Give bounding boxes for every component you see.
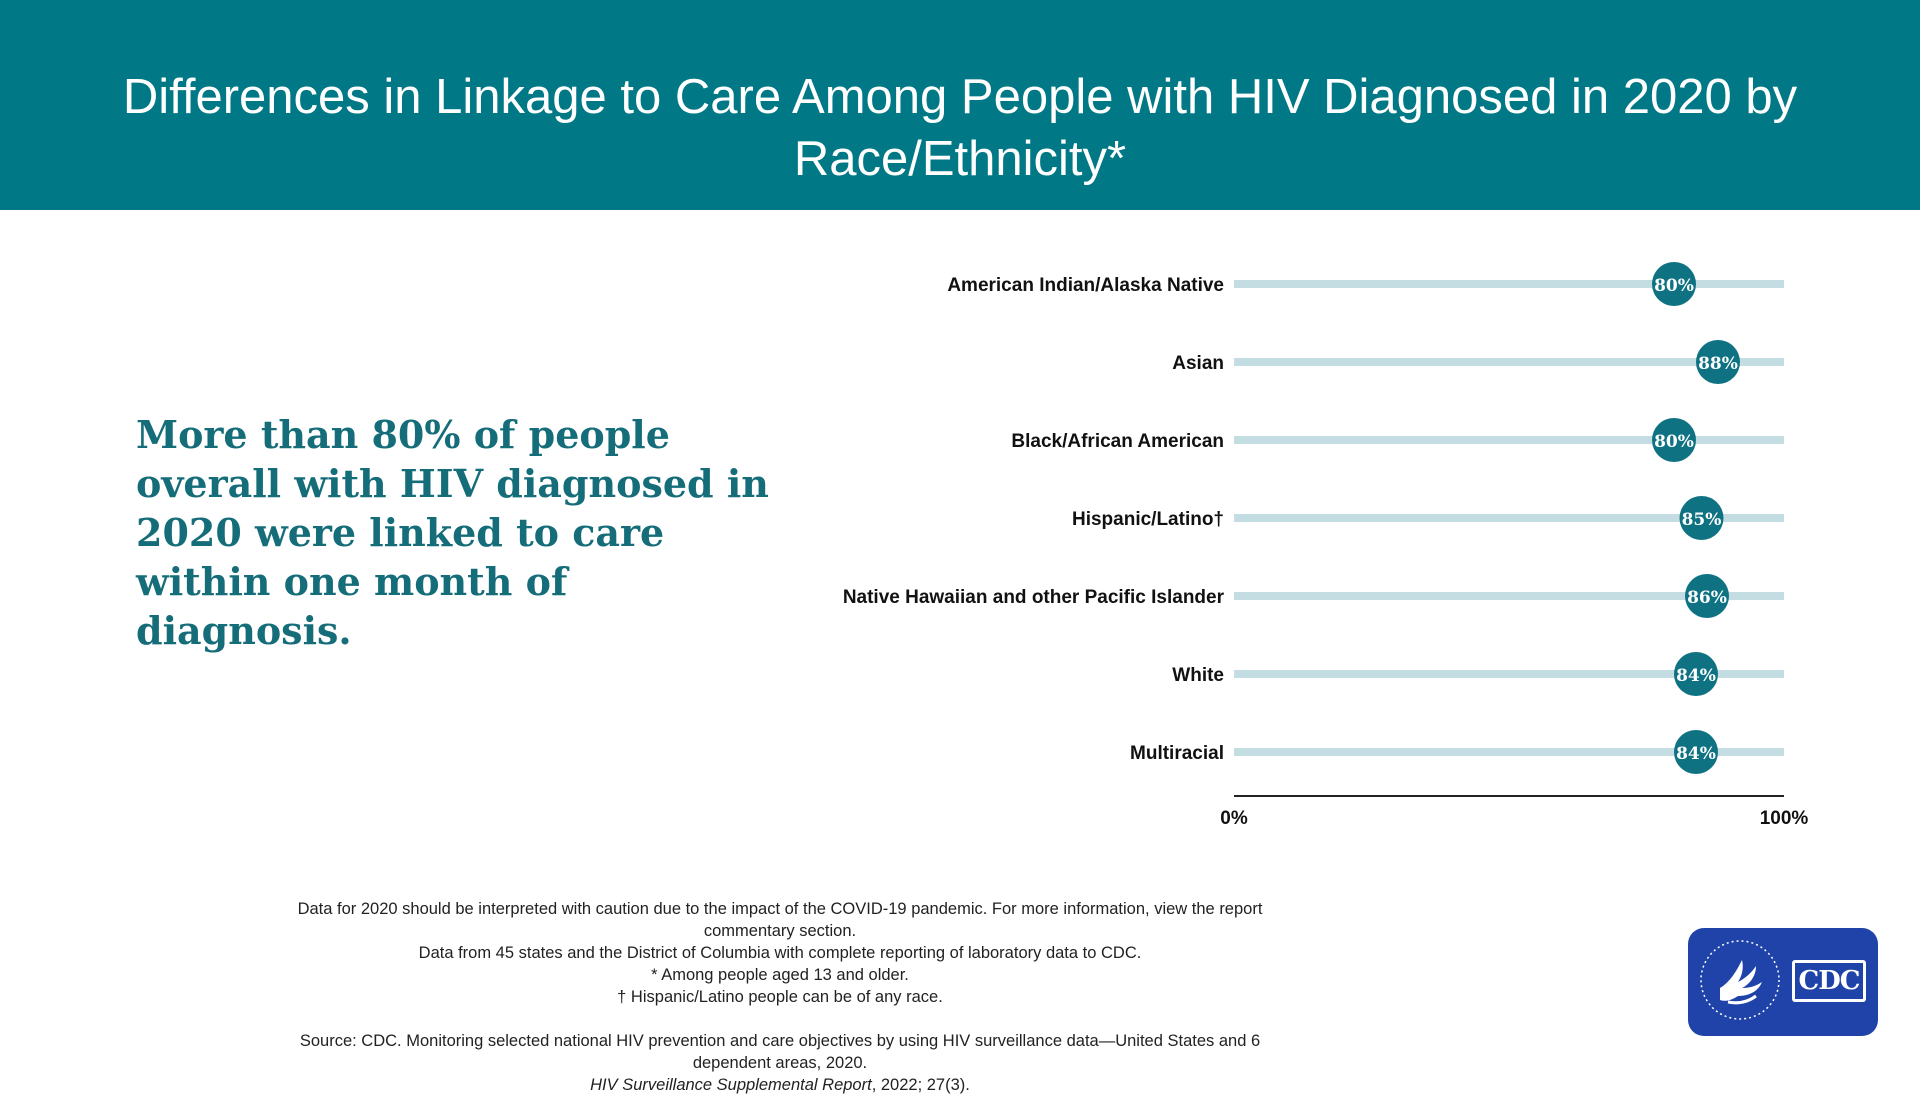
value-marker	[1652, 262, 1696, 306]
chart-row: Multiracial 84%	[1130, 730, 1784, 774]
category-label: Black/African American	[1011, 431, 1224, 452]
value-marker	[1652, 418, 1696, 462]
header-banner: Differences in Linkage to Care Among Peo…	[0, 0, 1920, 210]
value-marker	[1696, 340, 1740, 384]
cdc-logo: CDC	[1688, 928, 1878, 1036]
note-age: * Among people aged 13 and older.	[651, 966, 909, 984]
category-label: Asian	[1172, 353, 1224, 374]
note-covid: Data for 2020 should be interpreted with…	[297, 900, 1263, 940]
data-label: 85%	[1682, 510, 1722, 530]
cdc-wordmark: CDC	[1792, 960, 1866, 1002]
category-label: Hispanic/Latino†	[1072, 509, 1224, 530]
data-label: 84%	[1676, 744, 1716, 764]
value-marker	[1685, 574, 1729, 618]
value-marker	[1679, 496, 1724, 540]
note-hispanic: † Hispanic/Latino people can be of any r…	[617, 988, 943, 1006]
data-label: 86%	[1687, 588, 1727, 608]
category-label: Native Hawaiian and other Pacific Island…	[843, 587, 1225, 608]
data-label: 80%	[1654, 432, 1694, 452]
page-title: Differences in Linkage to Care Among Peo…	[122, 70, 1798, 186]
hhs-eagle-icon	[1700, 940, 1780, 1020]
data-label: 88%	[1698, 354, 1738, 374]
source-journal: HIV Surveillance Supplemental Report	[590, 1076, 872, 1094]
chart-row: Black/African American 80%	[1011, 418, 1784, 462]
data-label: 84%	[1676, 666, 1716, 686]
data-label: 80%	[1654, 276, 1694, 296]
x-tick-label-0: 0%	[1220, 808, 1248, 829]
chart-rows: American Indian/Alaska Native 80% Asian 88%…	[843, 262, 1784, 774]
category-label: White	[1172, 665, 1224, 686]
category-label: American Indian/Alaska Native	[947, 275, 1224, 296]
chart-row: American Indian/Alaska Native 80%	[947, 262, 1784, 306]
footnotes: Data for 2020 should be interpreted with…	[280, 898, 1280, 1096]
source-line: Source: CDC. Monitoring selected nationa…	[299, 1032, 1261, 1072]
chart-row: White 84%	[1172, 652, 1784, 696]
x-tick-label-100: 100%	[1760, 808, 1809, 829]
chart-row: Native Hawaiian and other Pacific Island…	[843, 574, 1784, 618]
chart-row: Asian 88%	[1172, 340, 1784, 384]
value-marker	[1674, 730, 1718, 774]
note-states: Data from 45 states and the District of …	[418, 944, 1142, 962]
value-marker	[1674, 652, 1718, 696]
source-volume: , 2022; 27(3).	[871, 1076, 970, 1094]
key-finding-callout: More than 80% of people overall with HIV…	[136, 412, 769, 653]
source-citation: HIV Surveillance Supplemental Report, 20…	[280, 1074, 1280, 1096]
category-label: Multiracial	[1130, 743, 1224, 764]
chart-row: Hispanic/Latino† 85%	[1072, 496, 1784, 540]
